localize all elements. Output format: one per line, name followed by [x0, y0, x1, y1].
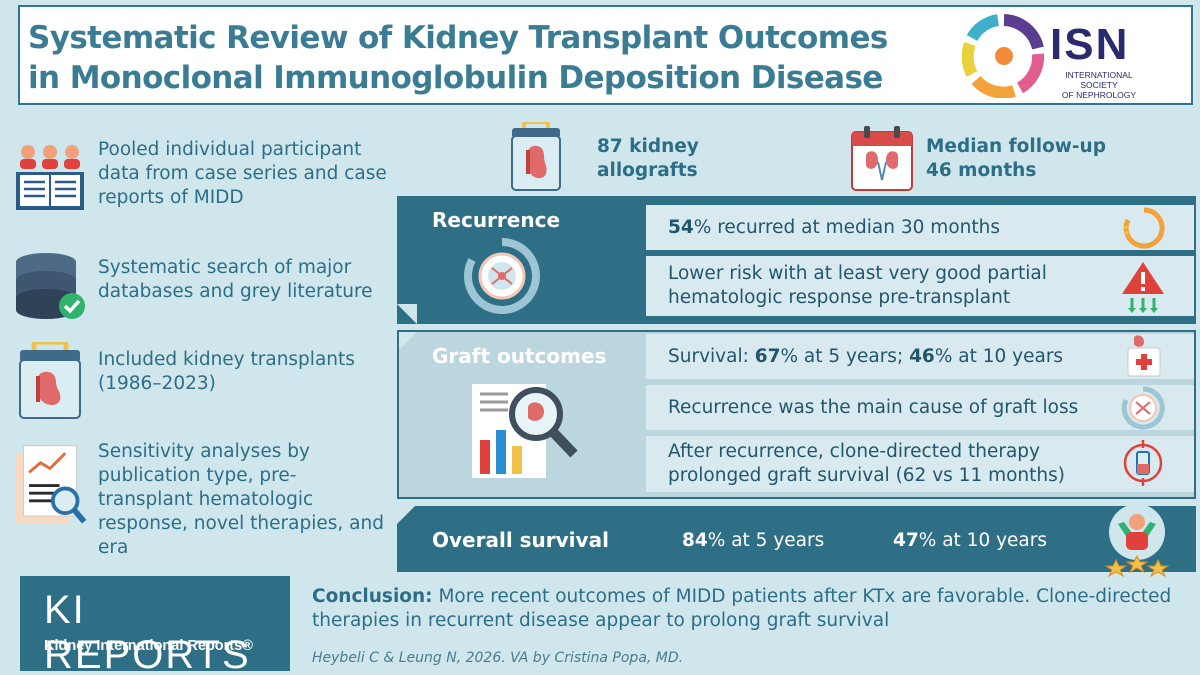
- graft-outcomes-title: Graft outcomes: [432, 344, 607, 368]
- recurrence-rate-row: 54% recurred at median 30 months: [646, 205, 1194, 250]
- ki-reports-wordmark: KI REPORTS: [44, 588, 251, 675]
- kidney-pharmacy-icon: [1127, 335, 1161, 377]
- overall-survival-title: Overall survival: [432, 528, 609, 552]
- panel-corner-notch: [397, 304, 417, 324]
- overall-survival-10y-text: % at 10 years: [918, 530, 1048, 551]
- graft-survival-5y-value: 67: [754, 345, 781, 367]
- isn-name-line-1: INTERNATIONAL SOCIETY: [1065, 70, 1133, 90]
- panel-corner-notch: [399, 332, 417, 350]
- stat-followup-line-2: 46 months: [926, 160, 1037, 181]
- ki-reports-subtitle: Kidney International Reports®: [44, 638, 253, 654]
- method-text: Included kidney transplants (1986–2023): [98, 349, 355, 394]
- clone-therapy-row: After recurrence, clone-directed therapy…: [646, 436, 1194, 492]
- clone-therapy-text: After recurrence, clone-directed therapy…: [668, 441, 1065, 486]
- graft-survival-row: Survival: 67% at 5 years; 46% at 10 year…: [646, 334, 1194, 379]
- graft-loss-row: Recurrence was the main cause of graft l…: [646, 385, 1194, 430]
- conclusion: Conclusion: More recent outcomes of MIDD…: [312, 585, 1182, 633]
- overall-survival-5y: 84% at 5 years: [682, 530, 824, 551]
- magnifier-chart-icon: [472, 384, 578, 478]
- method-text: Systematic search of major databases and…: [98, 257, 373, 302]
- conclusion-text: More recent outcomes of MIDD patients af…: [312, 586, 1172, 631]
- page-title: Systematic Review of Kidney Transplant O…: [28, 18, 908, 98]
- method-item-pooled-data: Pooled individual participant data from …: [10, 138, 387, 248]
- calendar-kidney-icon: [851, 126, 913, 191]
- method-item-transplants: Included kidney transplants (1986–2023): [10, 342, 380, 452]
- conclusion-label: Conclusion:: [312, 586, 433, 607]
- method-item-search: Systematic search of major databases and…: [10, 248, 380, 358]
- stat-allografts-line-1: 87 kidney: [597, 136, 699, 157]
- kidney-case-icon: [19, 342, 81, 419]
- stat-allografts-line-2: allografts: [597, 160, 698, 181]
- isn-acronym: ISN: [1050, 20, 1130, 69]
- recurrence-rate-value: 54: [668, 216, 694, 238]
- lower-risk-row: Lower risk with at least very good parti…: [646, 256, 1194, 316]
- kidney-cross-section-cycle-icon: [464, 238, 540, 314]
- target-vial-icon: [1123, 440, 1163, 486]
- analysis-report-icon: [15, 445, 87, 524]
- people-book-icon: [16, 145, 84, 210]
- stat-followup-line-1: Median follow-up: [926, 136, 1106, 157]
- overall-survival-5y-text: % at 5 years: [707, 530, 825, 551]
- title-line-2: in Monoclonal Immunoglobulin Deposition …: [28, 60, 883, 96]
- panel-corner-notch: [397, 506, 415, 524]
- overall-survival-5y-value: 84: [682, 530, 708, 551]
- overall-survival-10y-value: 47: [893, 530, 919, 551]
- graft-survival-suffix: % at 10 years: [934, 345, 1064, 367]
- database-check-icon: [16, 253, 85, 319]
- survivor-stars-icon: [1104, 504, 1170, 578]
- isn-full-name: INTERNATIONAL SOCIETY OF NEPHROLOGY: [1054, 70, 1144, 100]
- graft-survival-mid: % at 5 years;: [780, 345, 910, 367]
- recurrence-rate-text: % recurred at median 30 months: [693, 216, 1000, 238]
- isn-logo: ISN INTERNATIONAL SOCIETY OF NEPHROLOGY: [961, 14, 1182, 100]
- warning-down-icon: [1122, 262, 1164, 313]
- kidney-cross-section-cycle-icon: [1121, 386, 1165, 430]
- stat-followup: Median follow-up 46 months: [926, 135, 1106, 183]
- isn-name-line-2: OF NEPHROLOGY: [1061, 90, 1137, 100]
- citation: Heybeli C & Leung N, 2026. VA by Cristin…: [312, 650, 684, 666]
- recurrence-arrow-icon: [1123, 207, 1165, 249]
- recurrence-title: Recurrence: [432, 208, 561, 232]
- stat-allografts: 87 kidney allografts: [597, 135, 699, 183]
- ki-reports-logo: KI REPORTS Kidney International Reports®: [20, 576, 290, 675]
- overall-survival-10y: 47% at 10 years: [893, 530, 1047, 551]
- method-text: Sensitivity analyses by publication type…: [98, 441, 384, 558]
- overall-survival-panel: [397, 506, 1196, 572]
- title-line-1: Systematic Review of Kidney Transplant O…: [28, 20, 888, 56]
- kidney-case-icon: [511, 122, 561, 191]
- graft-loss-text: Recurrence was the main cause of graft l…: [668, 396, 1079, 418]
- isn-ring-icon: [961, 14, 1045, 99]
- method-text: Pooled individual participant data from …: [98, 139, 387, 208]
- lower-risk-text: Lower risk with at least very good parti…: [668, 263, 1047, 308]
- graft-survival-10y-value: 46: [909, 345, 935, 367]
- graft-survival-prefix: Survival:: [668, 345, 755, 367]
- method-item-sensitivity: Sensitivity analyses by publication type…: [10, 440, 384, 558]
